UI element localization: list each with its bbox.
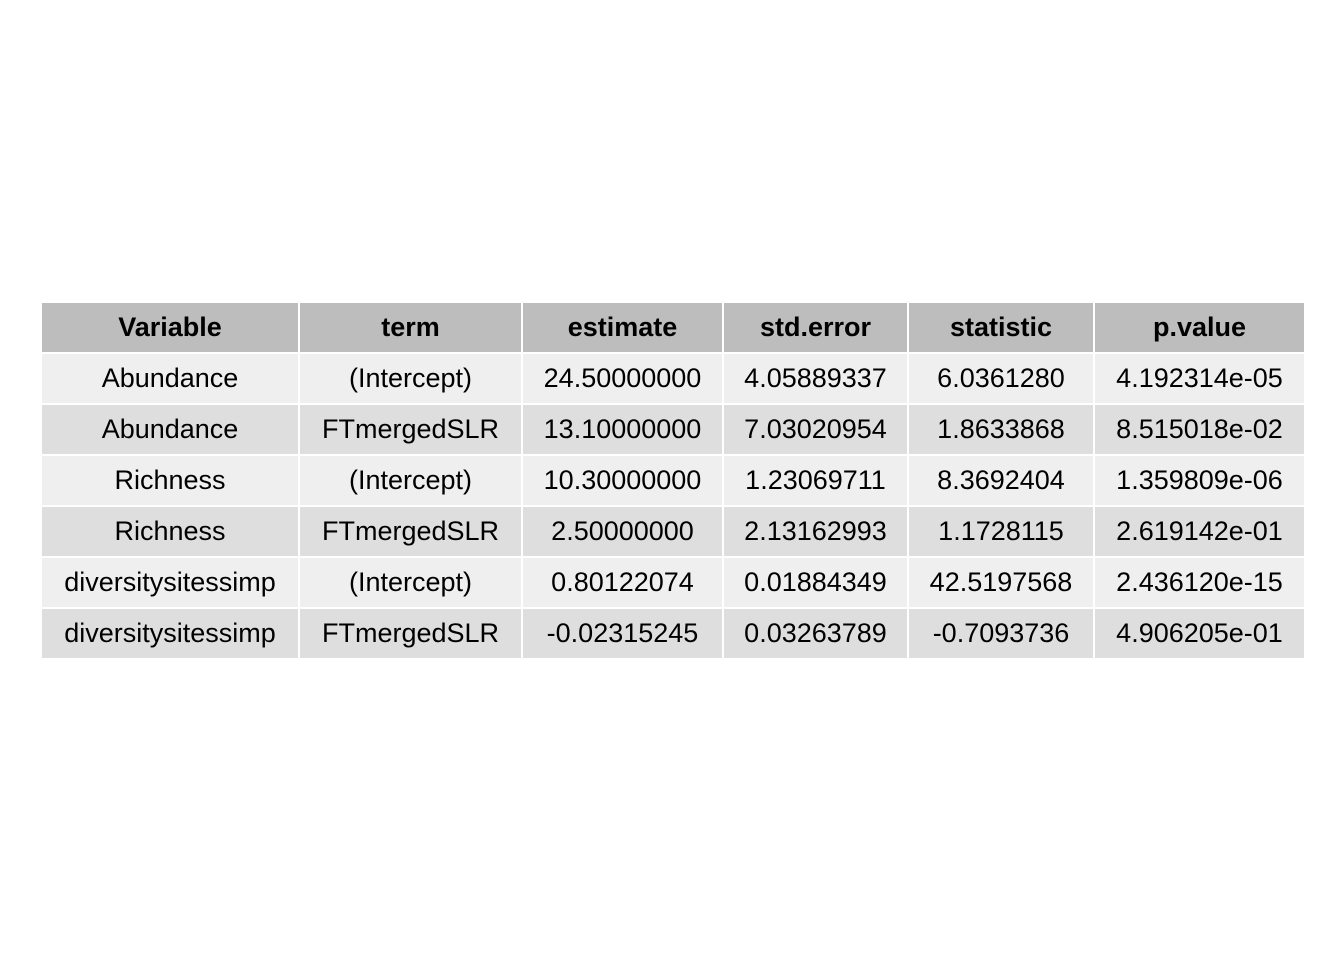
cell-p-value: 2.436120e-15: [1093, 556, 1306, 609]
cell-variable: diversitysitessimp: [40, 607, 300, 660]
table-row: diversitysitessimp (Intercept) 0.8012207…: [40, 556, 1306, 609]
cell-term: FTmergedSLR: [298, 505, 523, 558]
cell-statistic: -0.7093736: [907, 607, 1095, 660]
cell-term: (Intercept): [298, 556, 523, 609]
cell-std-error: 0.01884349: [722, 556, 909, 609]
cell-estimate: 2.50000000: [521, 505, 724, 558]
cell-p-value: 1.359809e-06: [1093, 454, 1306, 507]
cell-estimate: 24.50000000: [521, 352, 724, 405]
column-header-p-value: p.value: [1093, 301, 1306, 354]
cell-std-error: 4.05889337: [722, 352, 909, 405]
cell-statistic: 8.3692404: [907, 454, 1095, 507]
cell-std-error: 1.23069711: [722, 454, 909, 507]
cell-std-error: 0.03263789: [722, 607, 909, 660]
cell-variable: Abundance: [40, 403, 300, 456]
cell-estimate: 13.10000000: [521, 403, 724, 456]
results-table-container: Variable term estimate std.error statist…: [40, 301, 1306, 660]
cell-term: FTmergedSLR: [298, 607, 523, 660]
cell-estimate: 0.80122074: [521, 556, 724, 609]
column-header-term: term: [298, 301, 523, 354]
cell-std-error: 2.13162993: [722, 505, 909, 558]
table-row: Abundance FTmergedSLR 13.10000000 7.0302…: [40, 403, 1306, 456]
results-table: Variable term estimate std.error statist…: [40, 301, 1306, 660]
table-row: Richness FTmergedSLR 2.50000000 2.131629…: [40, 505, 1306, 558]
header-row: Variable term estimate std.error statist…: [40, 301, 1306, 354]
cell-std-error: 7.03020954: [722, 403, 909, 456]
cell-term: FTmergedSLR: [298, 403, 523, 456]
cell-p-value: 4.192314e-05: [1093, 352, 1306, 405]
cell-variable: Richness: [40, 505, 300, 558]
table-row: diversitysitessimp FTmergedSLR -0.023152…: [40, 607, 1306, 660]
cell-variable: diversitysitessimp: [40, 556, 300, 609]
cell-variable: Abundance: [40, 352, 300, 405]
cell-statistic: 42.5197568: [907, 556, 1095, 609]
cell-estimate: 10.30000000: [521, 454, 724, 507]
cell-p-value: 4.906205e-01: [1093, 607, 1306, 660]
cell-estimate: -0.02315245: [521, 607, 724, 660]
column-header-variable: Variable: [40, 301, 300, 354]
cell-p-value: 8.515018e-02: [1093, 403, 1306, 456]
cell-statistic: 1.8633868: [907, 403, 1095, 456]
cell-statistic: 6.0361280: [907, 352, 1095, 405]
cell-variable: Richness: [40, 454, 300, 507]
column-header-estimate: estimate: [521, 301, 724, 354]
column-header-statistic: statistic: [907, 301, 1095, 354]
table-row: Richness (Intercept) 10.30000000 1.23069…: [40, 454, 1306, 507]
cell-statistic: 1.1728115: [907, 505, 1095, 558]
table-row: Abundance (Intercept) 24.50000000 4.0588…: [40, 352, 1306, 405]
column-header-std-error: std.error: [722, 301, 909, 354]
cell-term: (Intercept): [298, 454, 523, 507]
cell-term: (Intercept): [298, 352, 523, 405]
cell-p-value: 2.619142e-01: [1093, 505, 1306, 558]
